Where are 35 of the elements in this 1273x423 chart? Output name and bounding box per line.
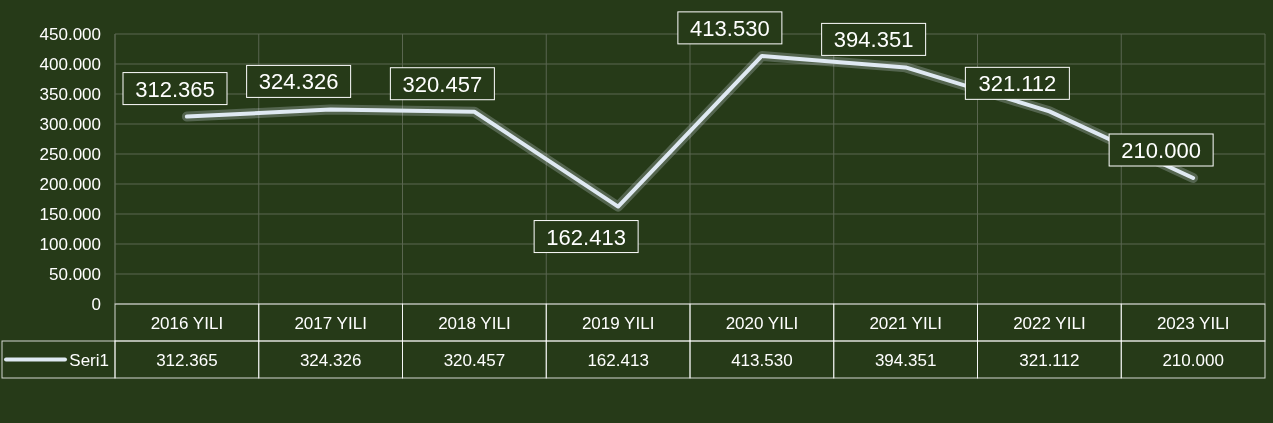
y-tick-label: 0 [91, 295, 101, 314]
data-label: 413.530 [731, 350, 793, 370]
legend-label: Seri1 [69, 350, 109, 370]
text: 413.530 [690, 15, 770, 41]
data-label: 162.413 [587, 350, 649, 370]
data-label: 210.000 [1162, 350, 1224, 370]
text: 324.326 [258, 69, 339, 95]
x-tick-label: 2023 YILI [1156, 313, 1230, 333]
data-label: 312.365 [156, 350, 218, 370]
y-tick-label: 200.000 [39, 175, 101, 194]
y-tick-label: 250.000 [39, 145, 101, 164]
y-tick-label: 350.000 [39, 85, 101, 104]
data-label: 394.351 [874, 350, 937, 370]
x-tick-label: 2021 YILI [869, 313, 942, 333]
text: 320.457 [402, 71, 483, 97]
text: 312.365 [135, 76, 215, 102]
data-label: 321.112 [1019, 350, 1080, 370]
x-tick-label: 2020 YILI [725, 313, 799, 333]
y-tick-label: 150.000 [39, 205, 101, 224]
y-tick-label: 50.000 [49, 265, 101, 284]
x-tick-label: 2016 YILI [150, 313, 224, 333]
y-tick-label: 400.000 [39, 55, 101, 74]
text: 162.413 [546, 224, 626, 250]
x-tick-label: 2022 YILI [1013, 313, 1086, 333]
text: 394.351 [833, 27, 914, 53]
data-label: 324.326 [299, 350, 362, 370]
text: 210.000 [1121, 138, 1201, 163]
y-tick-label: 300.000 [39, 115, 101, 134]
y-tick-label: 450.000 [39, 25, 101, 44]
text: 321.112 [978, 71, 1057, 97]
y-tick-label: 100.000 [39, 235, 101, 254]
x-tick-label: 2017 YILI [294, 313, 367, 333]
x-tick-label: 2019 YILI [581, 313, 655, 333]
x-tick-label: 2018 YILI [438, 313, 511, 333]
data-label: 320.457 [443, 350, 506, 370]
